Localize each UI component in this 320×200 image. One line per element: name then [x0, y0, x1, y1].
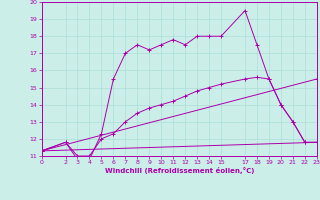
- X-axis label: Windchill (Refroidissement éolien,°C): Windchill (Refroidissement éolien,°C): [105, 167, 254, 174]
